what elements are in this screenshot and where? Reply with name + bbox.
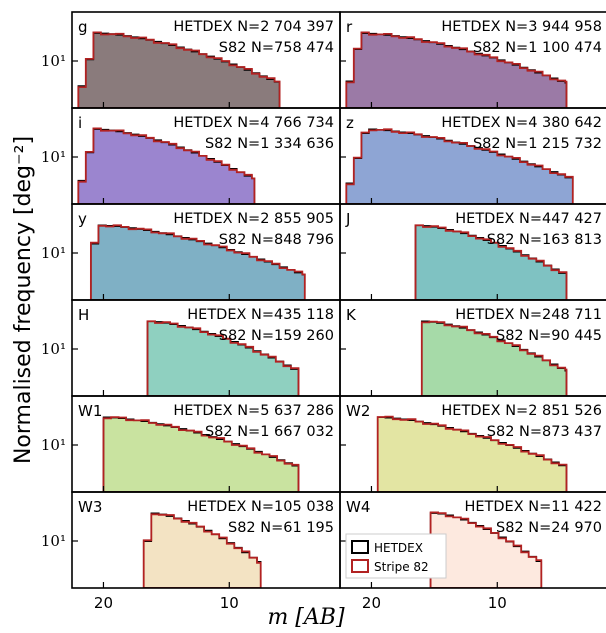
panel-i: i HETDEX N=4 766 734 S82 N=1 334 636 10¹ bbox=[41, 107, 341, 205]
band-label: W2 bbox=[346, 402, 370, 420]
stripe82-histogram bbox=[414, 224, 568, 300]
hetdex-count: HETDEX N=2 704 397 bbox=[173, 19, 334, 35]
panel-w3: W3 HETDEX N=105 038 S82 N=61 195 10¹ 20 10 bbox=[41, 491, 341, 612]
panel-g: g HETDEX N=2 704 397 S82 N=758 474 10¹ bbox=[41, 11, 341, 109]
s82-count: S82 N=848 796 bbox=[219, 232, 334, 248]
s82-count: S82 N=1 334 636 bbox=[205, 136, 334, 152]
legend-swatch-hetdex bbox=[351, 540, 369, 554]
hetdex-count: HETDEX N=3 944 958 bbox=[441, 19, 602, 35]
panel-r: r HETDEX N=3 944 958 S82 N=1 100 474 bbox=[339, 11, 606, 109]
panel-y: y HETDEX N=2 855 905 S82 N=848 796 10¹ bbox=[41, 203, 341, 301]
s82-count: S82 N=61 195 bbox=[228, 520, 334, 536]
band-label: W3 bbox=[78, 498, 102, 516]
x-tick-label: 10 bbox=[488, 594, 507, 612]
panel-w2: W2 HETDEX N=2 851 526 S82 N=873 437 bbox=[339, 395, 606, 493]
s82-count: S82 N=873 437 bbox=[487, 424, 602, 440]
band-label: W1 bbox=[78, 402, 102, 420]
stripe82-histogram bbox=[420, 320, 568, 396]
band-label: J bbox=[345, 210, 350, 228]
panel-w4: W4 HETDEX N=11 422 S82 N=24 970 20 10 bbox=[339, 491, 606, 612]
stripe82-histogram bbox=[89, 224, 306, 300]
stripe82-histogram bbox=[102, 416, 300, 492]
s82-count: S82 N=24 970 bbox=[496, 520, 602, 536]
hetdex-count: HETDEX N=11 422 bbox=[464, 499, 602, 515]
stripe82-histogram bbox=[77, 127, 256, 204]
hetdex-count: HETDEX N=447 427 bbox=[455, 211, 602, 227]
stripe82-histogram bbox=[345, 31, 568, 108]
hetdex-count: HETDEX N=105 038 bbox=[187, 499, 334, 515]
panel-h: H HETDEX N=435 118 S82 N=159 260 10¹ bbox=[41, 299, 341, 397]
hetdex-count: HETDEX N=2 851 526 bbox=[441, 403, 602, 419]
x-tick-label: 20 bbox=[362, 594, 381, 612]
panel-frame bbox=[339, 491, 606, 589]
band-label: y bbox=[78, 210, 87, 228]
stripe82-histogram bbox=[376, 415, 568, 492]
band-label: W4 bbox=[346, 498, 370, 516]
legend-swatch-stripe82 bbox=[351, 559, 369, 573]
x-tick-label: 10 bbox=[220, 594, 239, 612]
y-tick-label: 10¹ bbox=[41, 340, 66, 358]
x-tick-label: 20 bbox=[94, 594, 113, 612]
legend: HETDEX Stripe 82 bbox=[345, 533, 447, 579]
band-label: r bbox=[346, 18, 353, 36]
s82-count: S82 N=1 215 732 bbox=[473, 136, 602, 152]
y-tick-label: 10¹ bbox=[41, 244, 66, 262]
hetdex-count: HETDEX N=248 711 bbox=[455, 307, 602, 323]
hetdex-count: HETDEX N=435 118 bbox=[187, 307, 334, 323]
stripe82-histogram bbox=[77, 31, 281, 108]
x-axis-label: m [AB] bbox=[267, 605, 344, 630]
s82-count: S82 N=163 813 bbox=[487, 232, 602, 248]
y-tick-label: 10¹ bbox=[41, 532, 66, 550]
s82-count: S82 N=90 445 bbox=[496, 328, 602, 344]
stripe82-histogram bbox=[146, 320, 300, 396]
hetdex-count: HETDEX N=4 380 642 bbox=[441, 115, 602, 131]
band-label: i bbox=[78, 114, 82, 132]
stripe82-histogram bbox=[345, 128, 574, 204]
panel-w1: W1 HETDEX N=5 637 286 S82 N=1 667 032 10¹ bbox=[41, 395, 341, 493]
y-tick-label: 10¹ bbox=[41, 52, 66, 70]
legend-label-hetdex: HETDEX bbox=[374, 541, 423, 555]
s82-count: S82 N=758 474 bbox=[219, 40, 334, 56]
s82-count: S82 N=159 260 bbox=[219, 328, 334, 344]
panel-grid: g HETDEX N=2 704 397 S82 N=758 474 10¹ r HETD… bbox=[41, 11, 606, 612]
stripe82-histogram bbox=[142, 513, 262, 588]
band-label: z bbox=[346, 114, 354, 132]
stripe82-histogram bbox=[429, 511, 543, 588]
panel-z: z HETDEX N=4 380 642 S82 N=1 215 732 bbox=[339, 107, 606, 205]
panel-j: J HETDEX N=447 427 S82 N=163 813 bbox=[339, 203, 606, 301]
y-tick-label: 10¹ bbox=[41, 148, 66, 166]
band-label: K bbox=[346, 306, 357, 324]
hetdex-count: HETDEX N=2 855 905 bbox=[173, 211, 334, 227]
hetdex-count: HETDEX N=4 766 734 bbox=[173, 115, 334, 131]
y-axis-label: Normalised frequency [deg⁻²] bbox=[11, 136, 36, 464]
legend-label-stripe82: Stripe 82 bbox=[374, 560, 429, 574]
hetdex-count: HETDEX N=5 637 286 bbox=[173, 403, 334, 419]
y-tick-label: 10¹ bbox=[41, 436, 66, 454]
band-label: g bbox=[78, 18, 88, 36]
s82-count: S82 N=1 667 032 bbox=[205, 424, 334, 440]
band-label: H bbox=[78, 306, 89, 324]
s82-count: S82 N=1 100 474 bbox=[473, 40, 602, 56]
panel-k: K HETDEX N=248 711 S82 N=90 445 bbox=[339, 299, 606, 397]
